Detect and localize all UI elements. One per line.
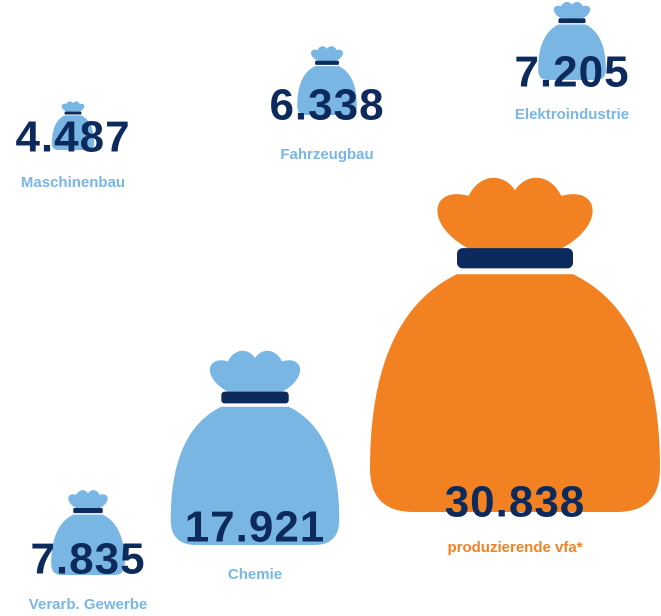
category-label: Fahrzeugbau: [280, 146, 373, 163]
value-label: 7.205: [514, 48, 629, 97]
bag-body: [51, 514, 125, 575]
category-label: Verarb. Gewerbe: [29, 596, 147, 613]
value-label: 30.838: [445, 478, 586, 527]
bag-band: [64, 111, 82, 115]
category-label: Maschinenbau: [21, 174, 125, 191]
value-label: 6.338: [269, 81, 384, 130]
bag-band: [73, 507, 103, 514]
bag-band: [558, 18, 586, 24]
bag-body: [51, 115, 95, 150]
bag-tuft: [437, 177, 593, 254]
bag-body: [538, 24, 606, 80]
money-bag: [370, 177, 660, 512]
bag-body: [297, 66, 357, 115]
category-label: produzierende vfa*: [447, 539, 582, 556]
money-bag: [538, 1, 606, 80]
value-label: 4.487: [15, 113, 130, 162]
bag-tuft: [61, 101, 85, 113]
bag-tuft: [311, 46, 343, 62]
money-bag: [297, 46, 357, 115]
bag-tuft: [209, 350, 301, 396]
bag-body: [170, 406, 340, 545]
value-label: 7.835: [30, 535, 145, 584]
money-bag: [51, 101, 95, 150]
bag-tuft: [553, 1, 591, 20]
bag-band: [315, 60, 339, 65]
bag-band: [221, 391, 289, 404]
category-label: Chemie: [228, 566, 282, 583]
money-bag: [170, 350, 340, 545]
bag-body: [370, 274, 660, 512]
bag-tuft: [68, 490, 108, 510]
money-bag: [51, 490, 125, 575]
value-label: 17.921: [185, 503, 326, 552]
bag-band: [457, 248, 573, 269]
category-label: Elektroindustrie: [515, 106, 629, 123]
